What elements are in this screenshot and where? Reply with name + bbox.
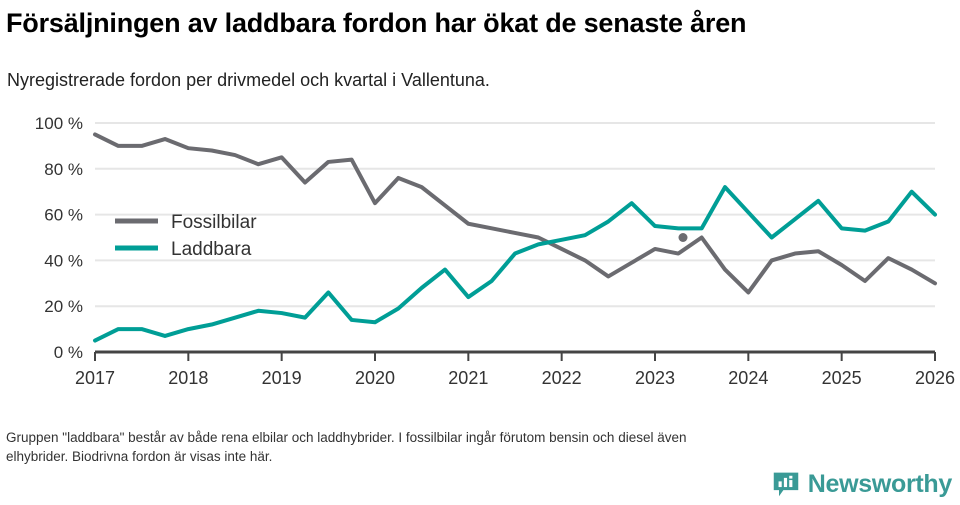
y-tick-label: 60 % [44,206,83,225]
newsworthy-logo: Newsworthy [772,468,952,500]
footnote: Gruppen "laddbara" består av både rena e… [6,428,906,466]
y-axis-tick-labels: 0 % 20 % 40 % 60 % 80 % 100 % [35,114,83,362]
x-tick-label: 2017 [75,368,115,388]
y-tick-label: 0 % [54,343,83,362]
y-tick-label: 40 % [44,251,83,270]
chart-canvas: 0 % 20 % 40 % 60 % 80 % 100 % 2017 2018 2019 202… [35,114,955,388]
x-tick-label: 2024 [728,368,768,388]
x-tick-label: 2019 [262,368,302,388]
x-tick-label: 2025 [822,368,862,388]
x-tick-label: 2023 [635,368,675,388]
x-tick-label: 2018 [168,368,208,388]
y-tick-label: 80 % [44,160,83,179]
page-subtitle: Nyregistrerade fordon per drivmedel och … [7,70,490,90]
chart-annotations [678,233,688,242]
x-axis [94,350,936,361]
chart-legend: Fossilbilar Laddbara [115,212,257,260]
crossover-marker [678,233,688,242]
series-lines [93,132,937,343]
x-tick-label: 2021 [448,368,488,388]
logo-text: Newsworthy [807,470,953,498]
legend-label: Laddbara [171,239,252,260]
x-tick-label: 2022 [542,368,582,388]
legend-label: Fossilbilar [171,212,257,233]
x-axis-tick-labels: 2017 2018 2019 2020 2021 2022 2023 2024 2025 2026 [75,368,955,388]
series-line-laddbara [93,185,937,343]
line-chart: 0 % 20 % 40 % 60 % 80 % 100 % 2017 2018 2019 202… [0,108,960,393]
page-title: Försäljningen av laddbara fordon har öka… [6,8,747,38]
gridlines [95,122,935,308]
footnote-line-1: Gruppen "laddbara" består av både rena e… [6,430,687,445]
series-line-fossilbilar [93,132,937,295]
x-tick-label: 2026 [915,368,955,388]
y-tick-label: 100 % [35,114,83,133]
bar-chart-speech-bubble-icon [773,472,798,497]
footnote-line-2: elhybrider. Biodrivna fordon är visas in… [6,449,273,464]
x-tick-label: 2020 [355,368,395,388]
y-tick-label: 20 % [44,297,83,316]
